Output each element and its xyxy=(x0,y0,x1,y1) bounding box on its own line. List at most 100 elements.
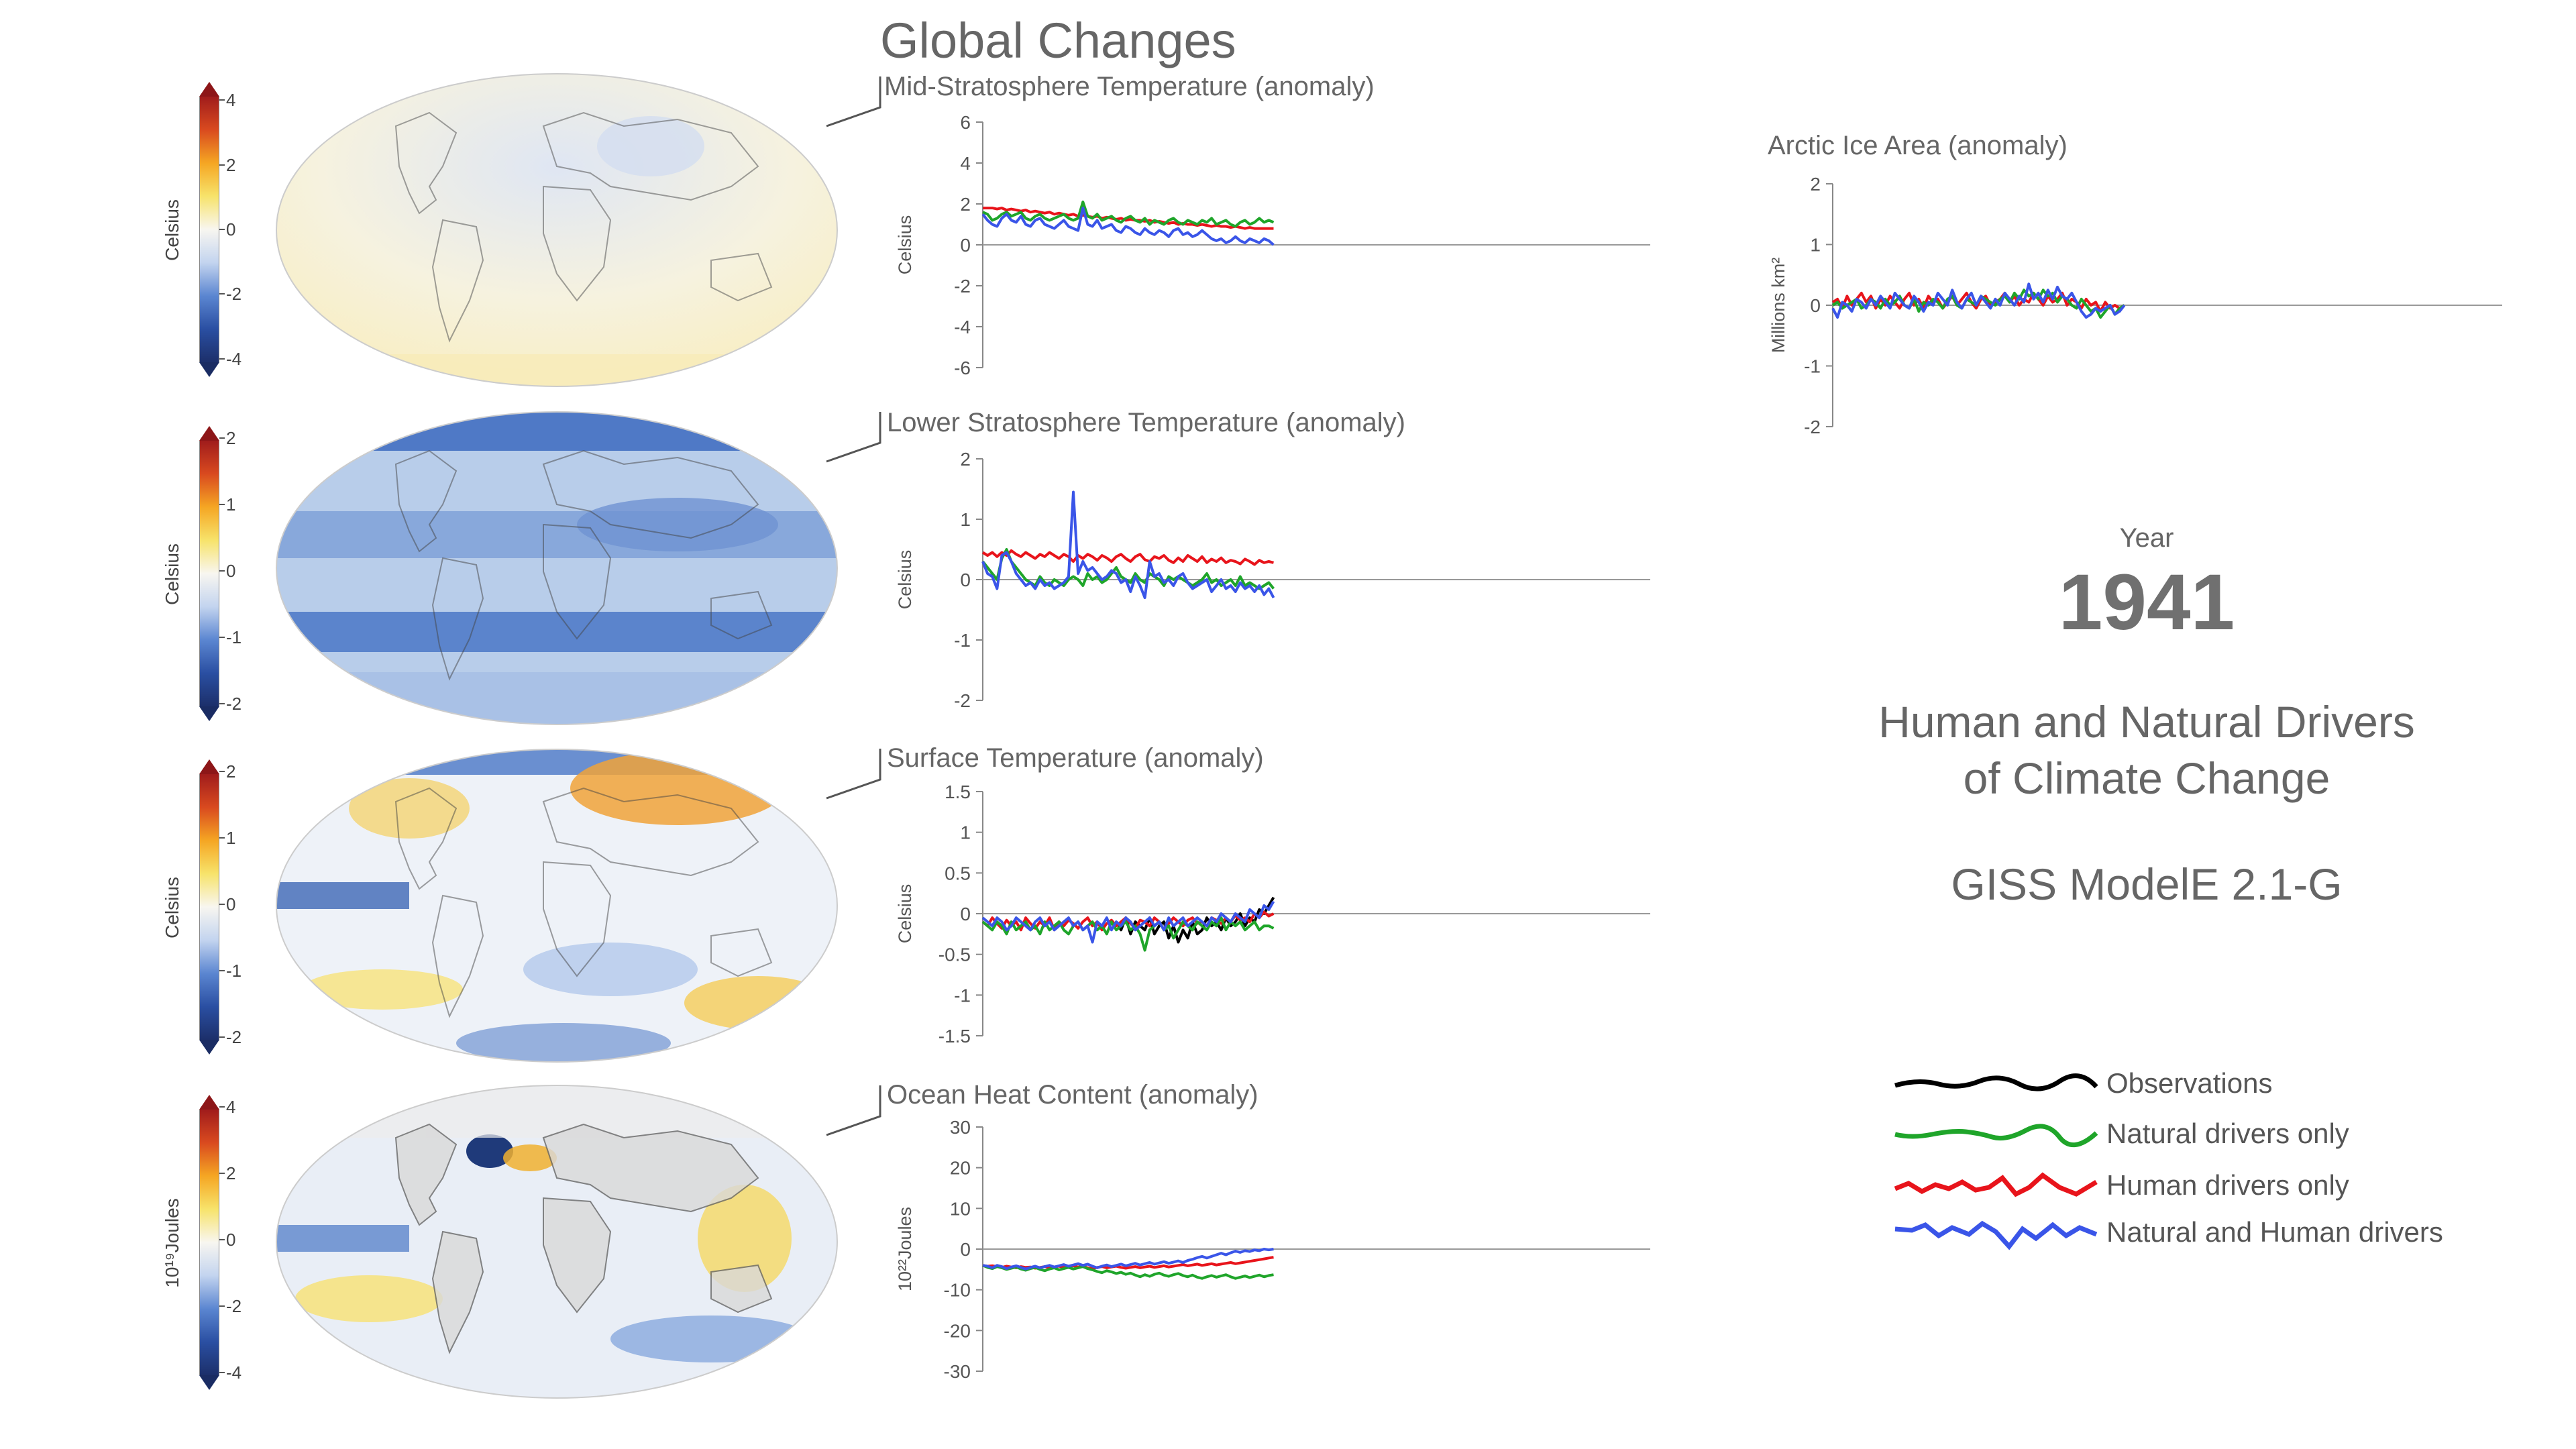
y-tick-label: -2 xyxy=(1804,417,1821,437)
legend-label: Natural drivers only xyxy=(2106,1118,2349,1149)
colorbar-tick: -4 xyxy=(219,1364,253,1381)
colorbar-tick: 2 xyxy=(219,156,253,174)
chart-title: Lower Stratosphere Temperature (anomaly) xyxy=(887,408,1405,437)
series-line-human xyxy=(981,549,1274,566)
legend-item-observations: Observations xyxy=(1892,1067,2536,1100)
y-tick-label: 0 xyxy=(1810,295,1821,316)
series-line-both xyxy=(981,490,1275,599)
map-chart-connectors xyxy=(826,76,881,1136)
chart-4: Arctic Ice Area (anomaly) 2 1 0 -1 -2 Millions… xyxy=(1768,131,2502,437)
colorbar-tick: -2 xyxy=(219,285,253,303)
colorbar-tick: 4 xyxy=(219,91,253,109)
chart-3: Ocean Heat Content (anomaly) 30 20 10 0 -10 -2… xyxy=(887,1080,1650,1382)
y-tick-label: 1 xyxy=(960,822,971,843)
series-line-both xyxy=(982,1248,1274,1271)
headline-line1: Human and Natural Drivers xyxy=(1878,697,2415,747)
chart-1: Lower Stratosphere Temperature (anomaly)… xyxy=(887,408,1650,711)
y-axis-label: Celsius xyxy=(895,884,915,944)
colorbar-tick: 1 xyxy=(219,496,253,513)
y-tick-label: 0 xyxy=(960,904,971,924)
legend-label: Observations xyxy=(2106,1067,2273,1099)
map-lower-stratosphere xyxy=(276,411,838,725)
map-ocean-heat-content xyxy=(276,1085,838,1399)
colorbar-tick: -1 xyxy=(219,962,253,979)
y-tick-label: -1 xyxy=(1804,356,1821,377)
series-line-both xyxy=(981,900,1275,944)
y-tick-label: 0 xyxy=(960,1239,971,1260)
colorbar-tick: 0 xyxy=(219,1231,253,1248)
y-tick-label: -1 xyxy=(954,630,971,651)
colorbar-tick: -1 xyxy=(219,629,253,646)
chart-title: Mid-Stratosphere Temperature (anomaly) xyxy=(884,72,1375,101)
legend-swatch-both xyxy=(1894,1220,2098,1250)
y-tick-label: -1.5 xyxy=(938,1026,971,1046)
y-tick-label: -6 xyxy=(954,358,971,378)
y-tick-label: 1 xyxy=(1810,235,1821,256)
colorbar-surface: 2 1 0 -1 -2 Celsius xyxy=(162,759,241,1055)
y-tick-label: -4 xyxy=(954,317,971,337)
y-tick-label: 1.5 xyxy=(945,782,971,802)
legend-swatch-natural xyxy=(1894,1124,2098,1148)
colorbar-mid-stratosphere: 4 2 0 -2 -4 Celsius xyxy=(162,82,241,377)
chart-2: Surface Temperature (anomaly) 1.5 1 0.5 0 -0.… xyxy=(887,743,1650,1046)
y-tick-label: -30 xyxy=(944,1361,971,1382)
y-tick-label: 2 xyxy=(1810,174,1821,195)
y-tick-label: 20 xyxy=(950,1158,971,1179)
page-title: Global Changes xyxy=(880,13,1236,68)
y-tick-label: 30 xyxy=(950,1117,971,1138)
colorbar-tick: 0 xyxy=(219,562,253,580)
y-tick-label: 0.5 xyxy=(945,863,971,883)
map-mid-stratosphere xyxy=(276,73,838,387)
y-tick-label: -0.5 xyxy=(938,945,971,965)
y-tick-label: -20 xyxy=(944,1320,971,1341)
colorbar-tick: -2 xyxy=(219,1297,253,1315)
colorbar-ocean-heat: 4 2 0 -2 -4 10¹⁹Joules xyxy=(162,1095,241,1390)
model-name: GISS ModelE 2.1-G xyxy=(1951,859,2343,909)
colorbar-tick: -2 xyxy=(219,695,253,712)
legend-label: Human drivers only xyxy=(2106,1169,2349,1201)
y-tick-label: -2 xyxy=(954,690,971,711)
y-tick-label: 0 xyxy=(960,570,971,590)
y-tick-label: 6 xyxy=(960,112,971,133)
y-tick-label: 0 xyxy=(960,235,971,256)
colorbar-tick: 2 xyxy=(219,429,253,447)
y-tick-label: -2 xyxy=(954,276,971,297)
colorbar-tick: -2 xyxy=(219,1028,253,1046)
y-tick-label: 4 xyxy=(960,153,971,174)
y-tick-label: -10 xyxy=(944,1280,971,1301)
colorbar-tick: 1 xyxy=(219,829,253,847)
chart-0: Mid-Stratosphere Temperature (anomaly) 6 4… xyxy=(884,72,1650,378)
chart-title: Surface Temperature (anomaly) xyxy=(887,743,1264,773)
series-line-human xyxy=(983,207,1274,230)
year-label: Year xyxy=(2119,523,2174,553)
series-line-human xyxy=(982,1256,1274,1271)
colorbar-tick: -4 xyxy=(219,350,253,368)
y-axis-label: Celsius xyxy=(895,550,915,610)
y-axis-label: Celsius xyxy=(895,215,915,275)
colorbar-lower-stratosphere: 2 1 0 -1 -2 Celsius xyxy=(162,426,241,721)
chart-title: Arctic Ice Area (anomaly) xyxy=(1768,131,2068,160)
legend-swatch-human xyxy=(1894,1172,2098,1197)
colorbar-tick: 2 xyxy=(219,1165,253,1182)
legend-item-both: Natural and Human drivers xyxy=(1892,1216,2536,1250)
legend-label: Natural and Human drivers xyxy=(2106,1216,2443,1248)
colorbar-tick: 2 xyxy=(219,763,253,780)
colorbar-tick: 0 xyxy=(219,896,253,913)
y-tick-label: 2 xyxy=(960,449,971,470)
chart-title: Ocean Heat Content (anomaly) xyxy=(887,1080,1258,1110)
series-line-natural xyxy=(982,201,1275,228)
y-tick-label: 10 xyxy=(950,1198,971,1219)
colorbar-tick: 0 xyxy=(219,221,253,238)
headline-line2: of Climate Change xyxy=(1963,753,2330,803)
y-axis-label: 10²²Joules xyxy=(895,1207,915,1291)
legend-swatch-observations xyxy=(1894,1073,2098,1091)
legend-item-natural: Natural drivers only xyxy=(1892,1117,2536,1150)
map-surface-temperature xyxy=(276,749,838,1063)
year-value: 1941 xyxy=(2058,558,2235,647)
legend-item-human: Human drivers only xyxy=(1892,1169,2536,1202)
series-line-both xyxy=(981,207,1275,246)
colorbar-tick: 4 xyxy=(219,1098,253,1116)
y-tick-label: -1 xyxy=(954,985,971,1006)
series-line-both xyxy=(1831,282,2126,319)
